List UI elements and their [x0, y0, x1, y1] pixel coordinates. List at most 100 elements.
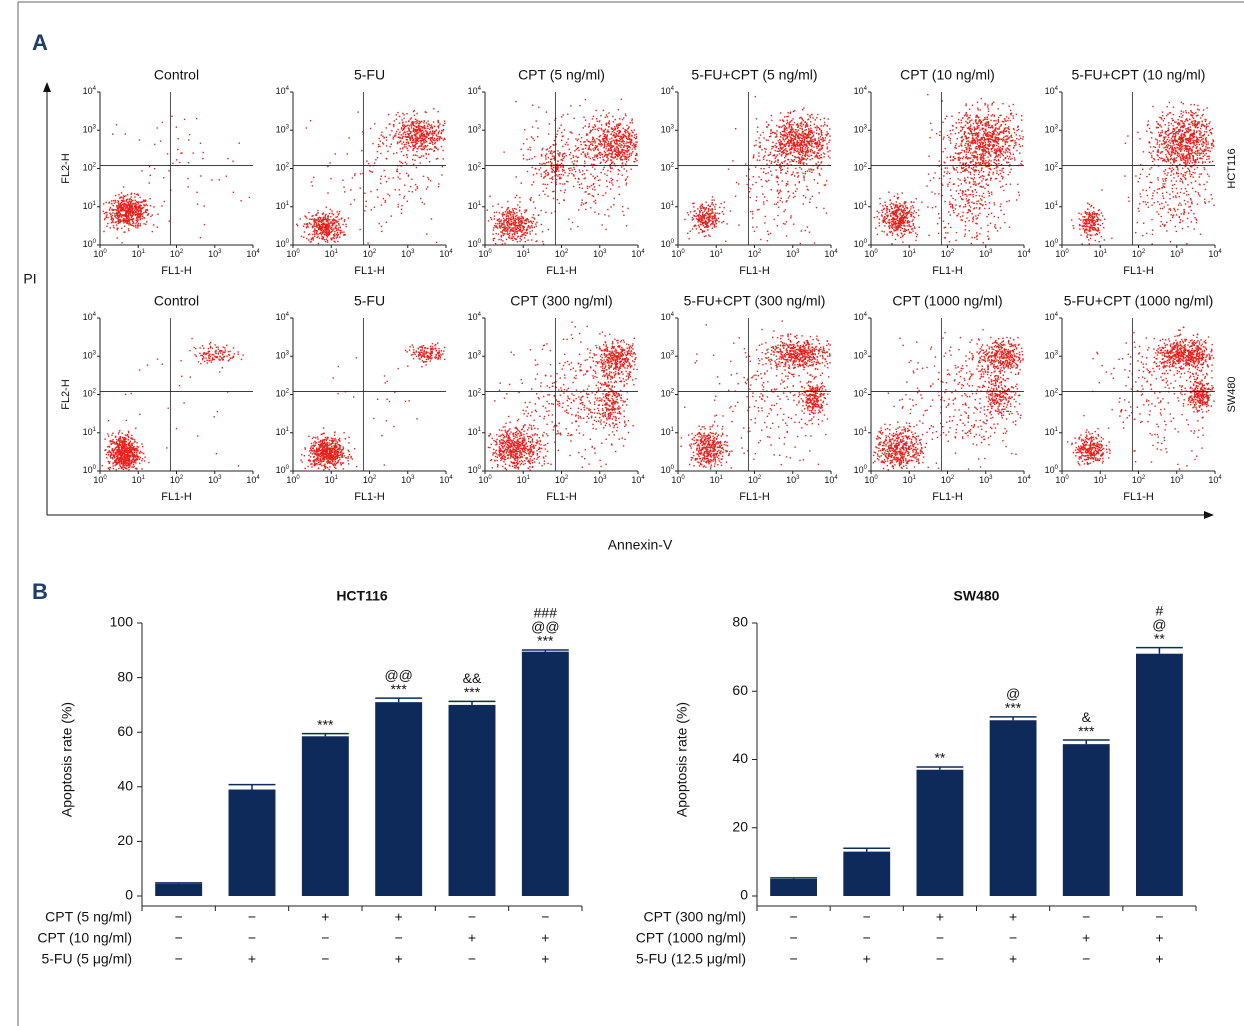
event-dot — [576, 160, 578, 163]
event-dot — [792, 130, 795, 132]
event-dot — [952, 129, 954, 131]
event-dot — [429, 130, 431, 133]
event-dot — [791, 138, 793, 140]
event-dot — [625, 161, 628, 163]
x-tick-label: 100 — [478, 249, 492, 260]
event-dot — [989, 127, 991, 129]
event-dot — [312, 239, 314, 241]
event-dot — [1018, 128, 1020, 131]
event-dot — [794, 156, 796, 158]
event-dot — [899, 229, 902, 231]
event-dot — [398, 115, 401, 118]
event-dot — [821, 146, 823, 149]
event-dot — [604, 214, 606, 216]
event-dot — [125, 214, 128, 216]
event-dot — [972, 133, 974, 135]
event-dot — [623, 168, 625, 170]
tick-base: 10 — [593, 249, 603, 259]
event-dot — [785, 235, 788, 237]
event-dot — [551, 170, 553, 173]
event-dot — [626, 170, 628, 172]
event-dot — [969, 114, 971, 117]
event-dot — [808, 131, 810, 133]
event-dot — [324, 224, 327, 227]
event-dot — [899, 214, 901, 216]
tick-base: 10 — [671, 249, 681, 259]
event-dot — [587, 152, 589, 154]
event-dot — [513, 228, 515, 230]
event-dot — [425, 130, 428, 132]
event-dot — [592, 115, 595, 118]
event-dot — [558, 154, 560, 156]
event-dot — [994, 148, 996, 150]
event-dot — [708, 208, 710, 211]
event-dot — [332, 237, 334, 239]
event-dot — [806, 133, 809, 136]
event-dot — [134, 205, 136, 208]
event-dot — [592, 164, 594, 166]
event-dot — [495, 242, 497, 245]
event-dot — [799, 158, 801, 160]
event-dot — [317, 224, 319, 226]
event-dot — [118, 215, 121, 218]
event-dot — [588, 125, 591, 127]
event-dot — [603, 155, 606, 157]
event-dot — [591, 140, 593, 143]
tick-base: 10 — [661, 163, 671, 173]
event-dot — [752, 157, 755, 159]
event-dot — [791, 144, 793, 147]
event-dot — [912, 224, 915, 226]
event-dot — [126, 194, 129, 196]
event-dot — [542, 183, 544, 185]
event-dot — [314, 231, 316, 233]
event-dot — [577, 156, 579, 158]
event-dot — [532, 201, 535, 203]
event-dot — [380, 134, 382, 136]
event-dot — [776, 225, 778, 227]
event-dot — [600, 171, 602, 174]
event-dot — [606, 185, 608, 188]
event-dot — [573, 164, 575, 166]
event-dot — [781, 161, 783, 164]
event-dot — [631, 119, 633, 122]
event-dot — [596, 154, 599, 156]
event-dot — [406, 130, 408, 133]
event-dot — [120, 210, 123, 212]
event-dot — [618, 124, 621, 126]
event-dot — [706, 226, 709, 228]
event-dot — [419, 156, 422, 159]
event-dot — [105, 211, 107, 214]
event-dot — [144, 205, 146, 207]
event-dot — [628, 149, 630, 151]
event-dot — [786, 123, 788, 125]
event-dot — [786, 129, 788, 131]
event-dot — [522, 158, 525, 160]
event-dot — [797, 142, 799, 144]
event-dot — [122, 205, 125, 207]
event-dot — [402, 135, 404, 138]
event-dot — [727, 168, 730, 170]
event-dot — [596, 146, 598, 148]
event-dot — [433, 132, 436, 135]
event-dot — [323, 231, 326, 233]
event-dot — [135, 208, 138, 210]
event-dot — [765, 180, 767, 182]
event-dot — [772, 141, 774, 144]
event-dot — [751, 217, 754, 219]
event-dot — [613, 197, 615, 200]
event-dot — [522, 143, 525, 145]
event-dot — [333, 222, 336, 224]
event-dot — [507, 221, 509, 223]
event-dot — [803, 107, 805, 109]
event-dot — [905, 205, 907, 207]
event-dot — [435, 158, 438, 160]
event-dot — [326, 217, 329, 220]
event-dot — [626, 141, 628, 143]
event-dot — [157, 213, 159, 215]
event-dot — [238, 142, 240, 144]
event-dot — [559, 152, 561, 154]
event-dot — [977, 136, 979, 138]
event-dot — [328, 230, 330, 233]
event-dot — [600, 127, 602, 130]
event-dot — [415, 166, 418, 169]
